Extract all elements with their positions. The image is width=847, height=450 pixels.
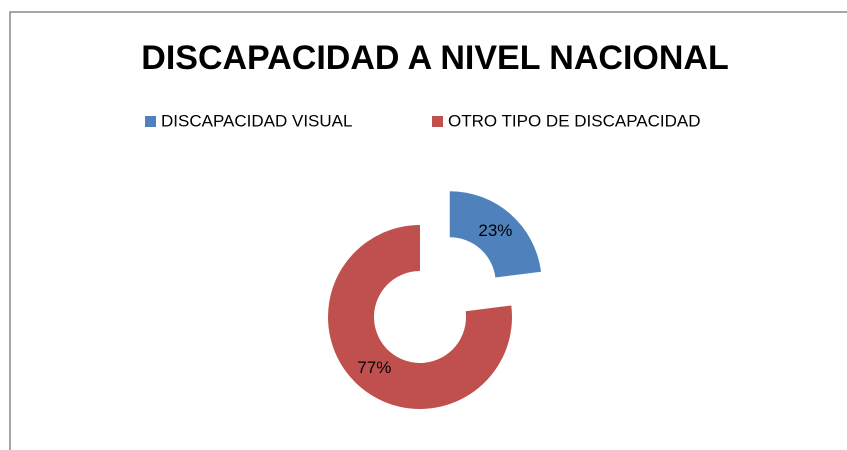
legend-label: DISCAPACIDAD VISUAL	[161, 111, 352, 130]
legend-swatch	[432, 116, 443, 127]
data-label: 77%	[357, 358, 391, 377]
chart-title: DISCAPACIDAD A NIVEL NACIONAL	[141, 39, 728, 77]
chart-frame	[9, 11, 847, 450]
data-label: 23%	[478, 221, 512, 240]
legend-label: OTRO TIPO DE DISCAPACIDAD	[448, 111, 701, 130]
donut-slice	[449, 191, 542, 278]
donut-slice	[328, 225, 512, 410]
legend-swatch	[145, 116, 156, 127]
